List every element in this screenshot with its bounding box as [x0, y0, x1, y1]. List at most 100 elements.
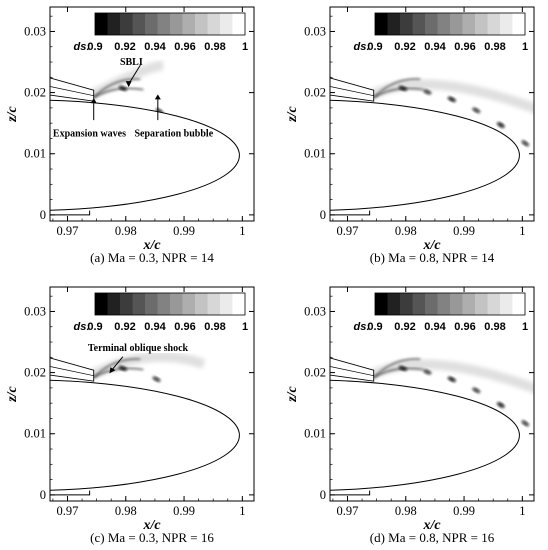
plot-area — [50, 351, 240, 496]
colorbar-swatch — [512, 293, 526, 315]
sbli-shock-arc — [93, 78, 141, 98]
colorbar-title: ds: — [354, 41, 371, 53]
colorbar-title: ds: — [74, 321, 91, 333]
shock-cell — [398, 365, 408, 371]
y-axis-title: z/c — [5, 385, 20, 402]
panel-3: 0.97 0.98 0.99 1 0 0.01 0.02 0.03 x/c z/c (c) Ma =… — [5, 286, 255, 545]
panel-1: 0.97 0.98 0.99 1 0 0.01 0.02 0.03 x/c z/c (a) Ma =… — [5, 6, 255, 265]
colorbar-swatch — [375, 293, 388, 315]
x-tick-label: 0.98 — [115, 224, 137, 238]
colorbar-swatch — [232, 13, 246, 35]
shock-cell — [398, 85, 408, 91]
colorbar-swatch — [195, 13, 208, 35]
lower-step — [330, 490, 371, 496]
colorbar-swatch — [145, 293, 158, 315]
colorbar-tick-label: 0.94 — [144, 41, 166, 53]
colorbar-swatch — [170, 293, 183, 315]
colorbar-swatch — [450, 13, 463, 35]
colorbar-swatch — [437, 293, 451, 315]
shock-cell — [496, 121, 505, 129]
colorbar-swatch — [387, 13, 401, 35]
colorbar-tick-label: 0.98 — [484, 321, 505, 333]
colorbar-swatch — [107, 293, 121, 315]
x-tick-label: 0.98 — [395, 224, 417, 238]
colorbar-title: ds: — [354, 321, 371, 333]
colorbar-swatch — [157, 13, 171, 35]
x-tick-label: 0.99 — [173, 504, 195, 518]
x-tick-label: 0.97 — [337, 224, 359, 238]
sbli-shock-arc — [373, 358, 421, 378]
y-tick-label: 0.01 — [304, 427, 326, 441]
plot-frame — [49, 286, 255, 502]
colorbar-swatch — [425, 293, 438, 315]
shock-cell — [423, 89, 432, 95]
colorbar-swatch — [95, 293, 108, 315]
y-tick-label: 0 — [320, 208, 326, 222]
x-tick-label: 0.97 — [57, 224, 79, 238]
nozzle-lip — [50, 357, 95, 382]
annotation-label: SBLI — [120, 57, 143, 68]
y-tick-label: 0.02 — [304, 86, 326, 100]
colorbar-tick-label: 0.94 — [144, 321, 166, 333]
nozzle-lip — [330, 77, 375, 102]
y-tick-label: 0.01 — [24, 147, 46, 161]
jet-plume — [368, 79, 534, 114]
x-tick-label: 1 — [519, 504, 525, 518]
annotation-arrowhead — [154, 94, 161, 100]
shear-layer — [373, 367, 424, 379]
x-axis-title: x/c — [142, 238, 161, 253]
colorbar-frame — [94, 292, 246, 316]
plot-frame — [329, 286, 535, 502]
colorbar-tick-label: 0.9 — [367, 321, 382, 333]
shock-cell — [423, 369, 432, 375]
airfoil-contour — [330, 379, 520, 491]
colorbar-swatch — [207, 13, 221, 35]
colorbar-tick-label: 1 — [242, 321, 248, 333]
sbli-shock-arc — [93, 358, 141, 378]
colorbar-swatch — [120, 293, 133, 315]
x-tick-label: 1 — [519, 224, 525, 238]
airfoil-contour — [330, 99, 520, 211]
panel-caption: (a) Ma = 0.3, NPR = 14 — [90, 250, 214, 265]
colorbar-swatch — [95, 13, 108, 35]
shock-cell — [118, 365, 128, 371]
colorbar-swatch — [387, 293, 401, 315]
y-tick-label: 0.02 — [24, 86, 46, 100]
colorbar-swatch — [450, 293, 463, 315]
plot-area — [50, 60, 240, 216]
lower-step — [50, 210, 91, 216]
colorbar-tick-label: 0.9 — [87, 41, 102, 53]
colorbar-tick-label: 0.94 — [424, 41, 446, 53]
colorbar-swatch — [232, 293, 246, 315]
nozzle-lip — [330, 357, 375, 382]
colorbar-frame — [374, 12, 526, 36]
sbli-shock-arc — [373, 78, 421, 98]
shock-cell — [472, 107, 481, 114]
colorbar-swatch — [437, 13, 451, 35]
colorbar-tick-label: 0.92 — [394, 321, 415, 333]
colorbar-tick-label: 0.92 — [114, 41, 135, 53]
shear-layer — [373, 87, 424, 99]
colorbar-swatch — [220, 13, 233, 35]
y-tick-label: 0.01 — [24, 427, 46, 441]
shock-cell — [472, 387, 481, 394]
panel-caption: (d) Ma = 0.8, NPR = 16 — [370, 530, 495, 545]
x-tick-label: 0.99 — [173, 224, 195, 238]
x-axis-title: x/c — [422, 518, 441, 533]
nozzle-lip-inner — [50, 86, 94, 96]
shear-layer — [93, 367, 144, 379]
colorbar-swatch — [487, 13, 501, 35]
colorbar-tick-label: 0.98 — [484, 41, 505, 53]
colorbar-swatch — [182, 13, 196, 35]
colorbar-tick-label: 0.92 — [394, 41, 415, 53]
y-axis-title: z/c — [285, 385, 300, 402]
colorbar-tick-label: 0.9 — [87, 321, 102, 333]
colorbar-swatch — [462, 13, 476, 35]
x-axis-title: x/c — [422, 238, 441, 253]
annotation-label: Separation bubble — [135, 129, 214, 140]
colorbar-swatch — [170, 13, 183, 35]
panel-4: 0.97 0.98 0.99 1 0 0.01 0.02 0.03 x/c z/c (d) Ma =… — [285, 286, 535, 545]
colorbar-tick-label: 1 — [522, 41, 528, 53]
annotation-arrowhead — [109, 367, 116, 374]
